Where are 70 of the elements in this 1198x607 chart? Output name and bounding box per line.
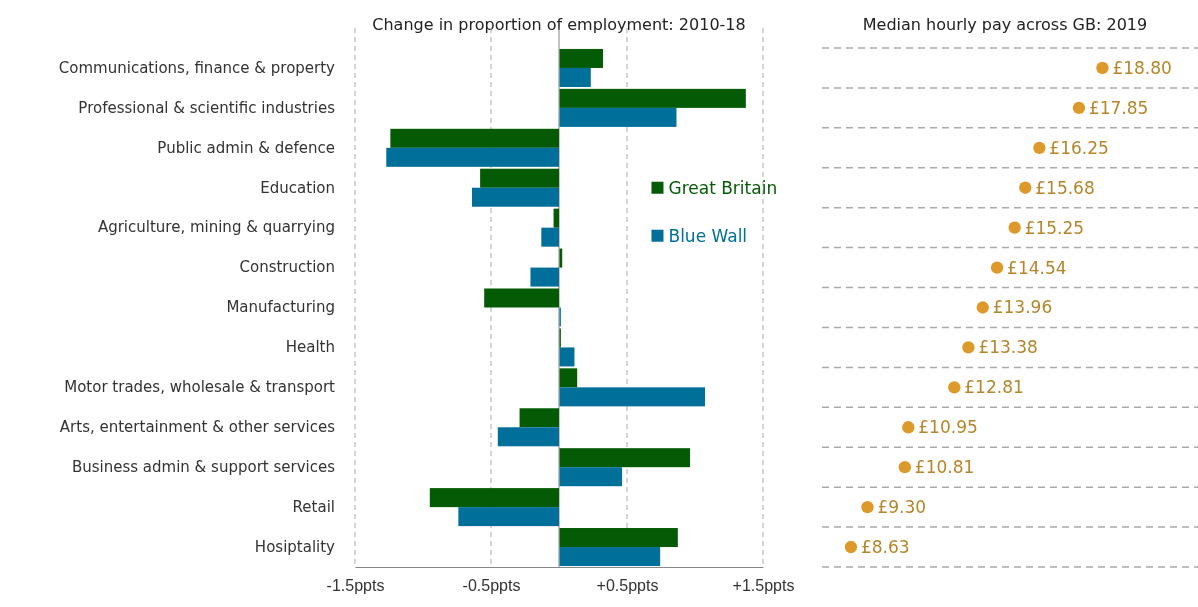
data-label: £14.54: [1007, 257, 1067, 278]
chart-title: Median hourly pay across GB: 2019: [862, 15, 1148, 34]
y-tick-label: Construction: [239, 258, 335, 277]
point: [962, 341, 975, 354]
data-label: £16.25: [1049, 137, 1109, 158]
bar: [390, 128, 559, 148]
point: [1008, 221, 1021, 234]
y-tick-label: Hosiptality: [254, 537, 336, 556]
bar: [559, 368, 578, 388]
y-tick-label: Business admin & support services: [71, 457, 336, 476]
x-tick-label: -1.5ppts: [326, 576, 385, 594]
data-label: £10.81: [914, 457, 975, 478]
data-label: £8.63: [860, 536, 910, 557]
bar: [541, 227, 559, 247]
y-tick-label: Manufacturing: [226, 298, 335, 317]
point: [898, 461, 912, 474]
x-tick-label: +1.5ppts: [732, 576, 795, 594]
point: [902, 421, 915, 434]
data-label: £18.80: [1112, 57, 1172, 78]
point: [976, 301, 989, 314]
y-tick-label: Professional & scientific industries: [78, 98, 336, 117]
point: [1019, 181, 1032, 194]
point: [861, 500, 874, 514]
bar: [553, 208, 559, 228]
point: [1096, 61, 1109, 75]
legend-label: Great Britain: [668, 177, 778, 198]
point: [1072, 101, 1086, 115]
y-tick-label: Health: [285, 338, 335, 357]
x-tick-label: +0.5ppts: [596, 576, 659, 594]
bar: [559, 448, 691, 468]
data-label: £13.38: [978, 337, 1038, 358]
bar: [559, 67, 591, 87]
y-tick-label: Retail: [292, 497, 335, 516]
data-label: £10.95: [918, 417, 978, 438]
data-label: £15.68: [1035, 177, 1095, 198]
y-tick-label: Communications, finance & property: [58, 58, 336, 77]
data-label: £13.96: [992, 297, 1053, 318]
y-tick-label: Education: [260, 178, 335, 197]
bar: [530, 267, 559, 287]
data-label: £15.25: [1024, 217, 1085, 238]
point: [844, 540, 858, 554]
bar: [480, 168, 559, 188]
data-label: £17.85: [1088, 97, 1149, 118]
x-tick-label: -0.5ppts: [462, 576, 521, 594]
bar: [497, 427, 559, 447]
chart-title: Change in proportion of employment: 2010-18: [372, 15, 746, 34]
bar: [559, 547, 661, 567]
y-tick-label: Motor trades, wholesale & transport: [64, 378, 336, 397]
bar: [559, 48, 604, 68]
y-tick-label: Arts, entertainment & other services: [59, 418, 336, 437]
bar: [559, 467, 623, 487]
bar: [559, 107, 677, 127]
y-tick-label: Agriculture, mining & quarrying: [97, 218, 335, 237]
legend-label: Blue Wall: [668, 225, 748, 246]
bar: [559, 528, 678, 548]
bar: [519, 408, 559, 428]
point: [990, 261, 1004, 274]
data-label: £9.30: [877, 497, 927, 518]
bar: [559, 347, 575, 367]
bar: [484, 288, 559, 308]
point: [1033, 141, 1046, 154]
bar: [559, 387, 706, 407]
bar: [559, 88, 746, 108]
point: [948, 381, 961, 394]
y-tick-label: Public admin & defence: [157, 138, 335, 157]
data-label: £12.81: [964, 377, 1024, 398]
bar: [471, 187, 559, 207]
bar: [386, 147, 559, 167]
bar: [429, 488, 559, 508]
bar: [458, 507, 559, 527]
